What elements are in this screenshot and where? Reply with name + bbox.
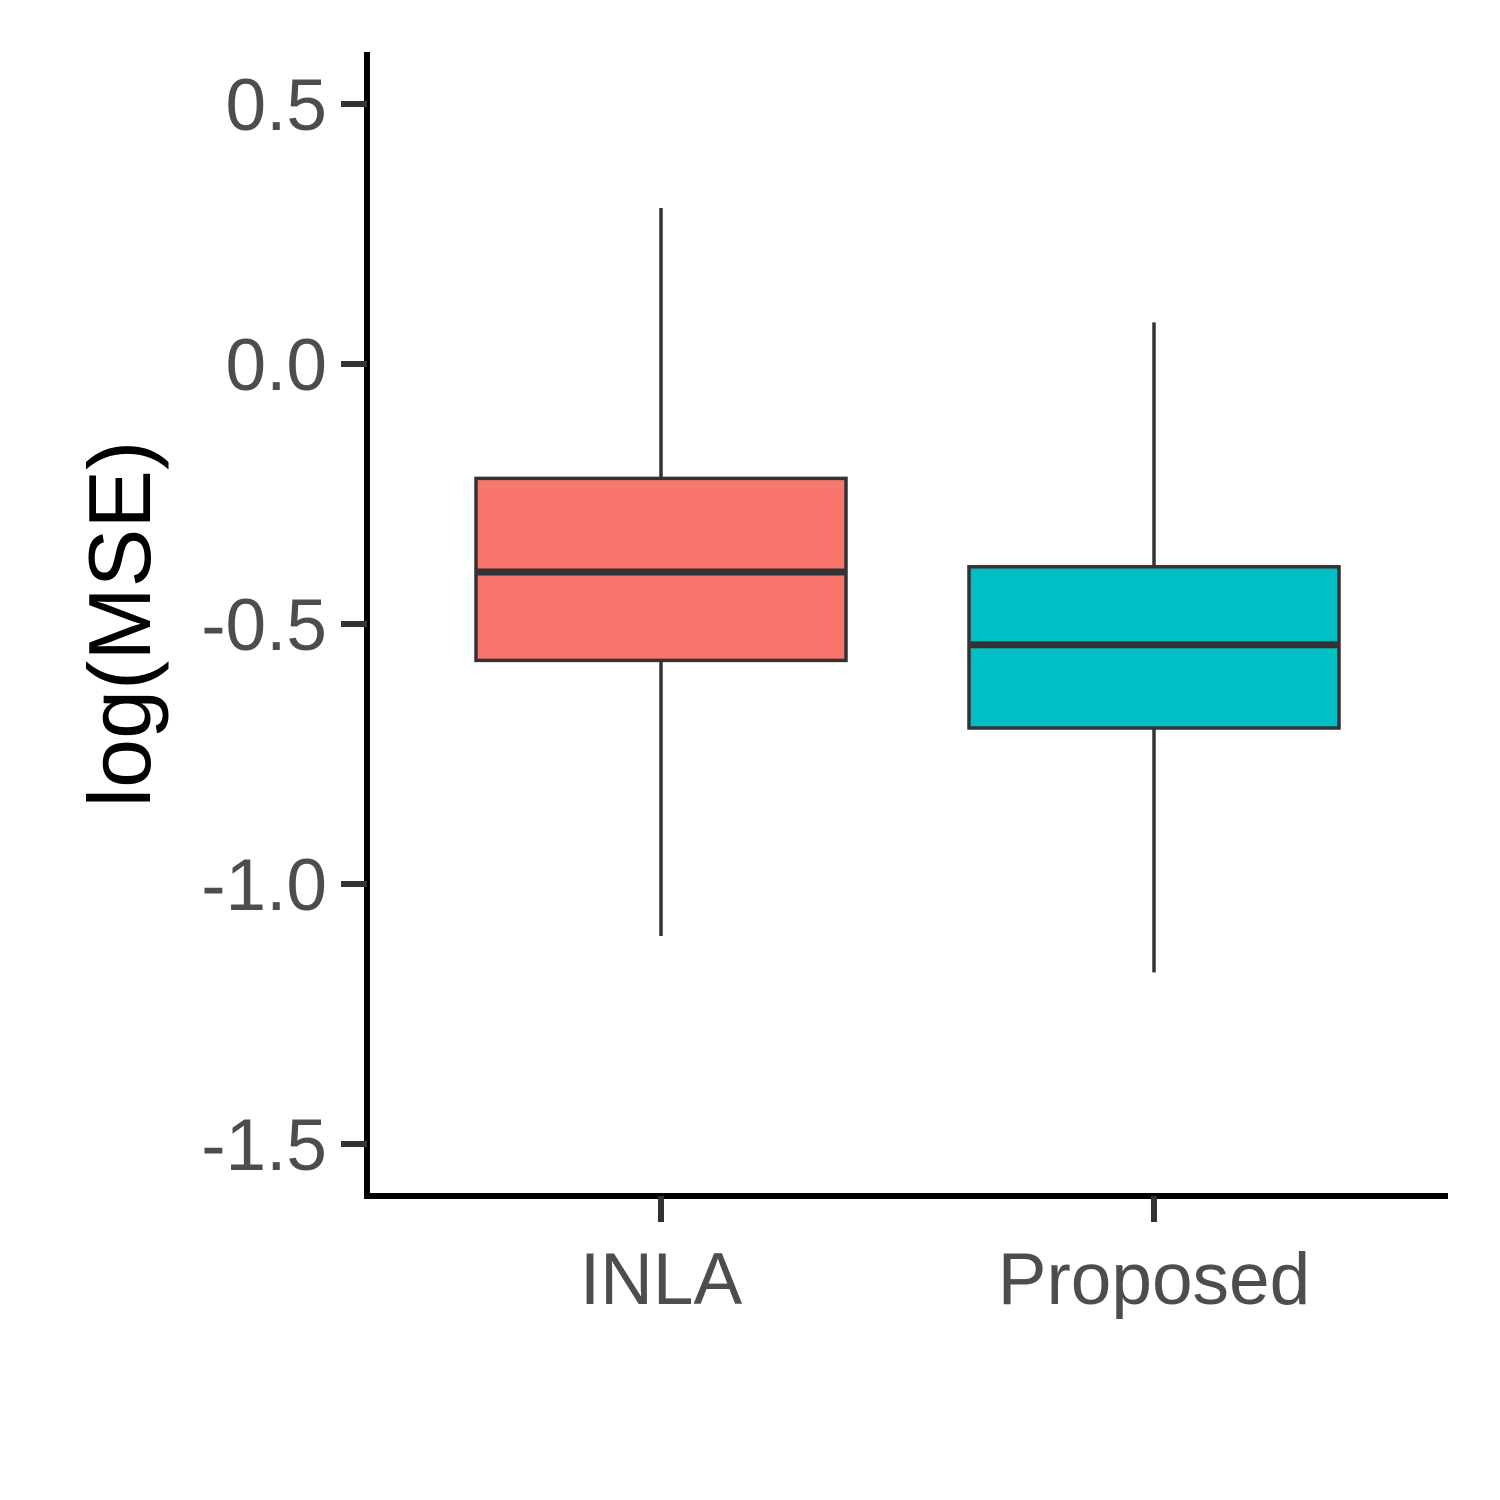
box-proposed bbox=[967, 322, 1341, 973]
plot-marks bbox=[474, 208, 1341, 973]
y-tick-label: 0.0 bbox=[226, 325, 327, 406]
y-tick-label: -0.5 bbox=[201, 585, 327, 666]
y-axis-ticks: 0.5 0.0 -0.5 -1.0 -1.5 bbox=[201, 65, 367, 1186]
y-tick-label: 0.5 bbox=[226, 65, 327, 146]
x-axis-ticks: INLA Proposed bbox=[580, 1196, 1310, 1320]
y-tick-label: -1.0 bbox=[201, 845, 327, 926]
box-inla bbox=[474, 208, 848, 936]
y-tick-label: -1.5 bbox=[201, 1105, 327, 1186]
x-tick-label: Proposed bbox=[998, 1239, 1311, 1320]
y-axis-title: log(MSE) bbox=[70, 441, 169, 808]
x-tick-label: INLA bbox=[580, 1239, 743, 1320]
